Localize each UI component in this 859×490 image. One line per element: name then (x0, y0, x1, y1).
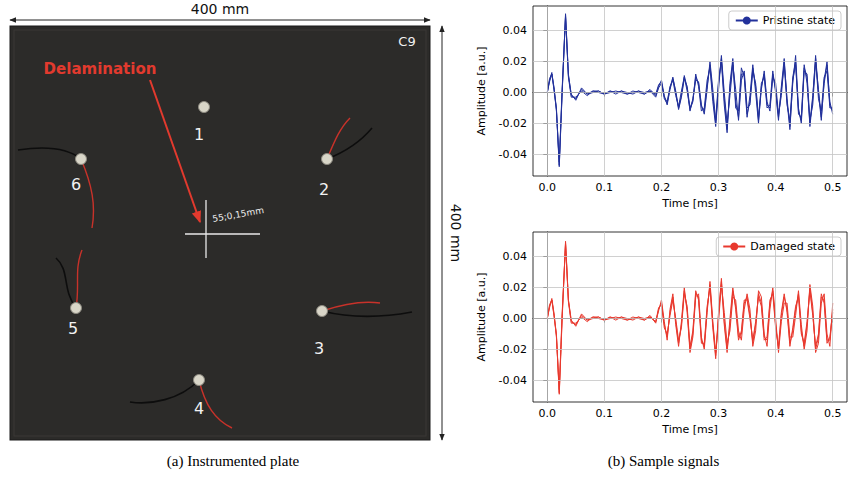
svg-text:4: 4 (194, 399, 204, 418)
svg-text:1: 1 (194, 125, 204, 144)
svg-text:Time [ms]: Time [ms] (661, 423, 717, 436)
svg-text:-0.04: -0.04 (499, 148, 527, 161)
svg-text:0.00: 0.00 (503, 312, 528, 325)
svg-text:0.00: 0.00 (503, 86, 528, 99)
svg-text:Amplitude [a.u.]: Amplitude [a.u.] (475, 46, 488, 135)
svg-text:0.1: 0.1 (596, 181, 614, 194)
svg-text:Damaged state: Damaged state (750, 240, 835, 253)
svg-text:-0.02: -0.02 (499, 117, 527, 130)
svg-text:400 mm: 400 mm (448, 204, 464, 262)
svg-text:C9: C9 (398, 34, 415, 49)
svg-text:0.02: 0.02 (503, 55, 528, 68)
svg-text:55;0,15mm: 55;0,15mm (212, 205, 265, 224)
svg-text:3: 3 (314, 339, 324, 358)
svg-text:Amplitude [a.u.]: Amplitude [a.u.] (475, 272, 488, 361)
svg-text:-0.02: -0.02 (499, 343, 527, 356)
svg-text:6: 6 (71, 175, 81, 194)
html-text:(b) Sample signals: (b) Sample signals (607, 453, 720, 469)
svg-text:0.5: 0.5 (824, 181, 842, 194)
svg-text:0.2: 0.2 (653, 181, 671, 194)
svg-text:0.1: 0.1 (596, 407, 614, 420)
svg-text:0.5: 0.5 (824, 407, 842, 420)
svg-text:0.04: 0.04 (503, 24, 528, 37)
svg-text:0.3: 0.3 (710, 407, 728, 420)
svg-text:0.0: 0.0 (539, 407, 557, 420)
svg-text:0.3: 0.3 (710, 181, 728, 194)
svg-text:0.4: 0.4 (767, 181, 785, 194)
svg-text:0.02: 0.02 (503, 281, 528, 294)
svg-text:2: 2 (319, 180, 329, 199)
svg-text:0.2: 0.2 (653, 407, 671, 420)
svg-text:0.0: 0.0 (539, 181, 557, 194)
svg-text:400 mm: 400 mm (191, 1, 249, 17)
svg-text:5: 5 (68, 319, 78, 338)
svg-text:Pristine state: Pristine state (763, 14, 835, 27)
svg-text:Delamination: Delamination (44, 60, 157, 78)
svg-text:0.4: 0.4 (767, 407, 785, 420)
svg-text:0.04: 0.04 (503, 250, 528, 263)
svg-text:-0.04: -0.04 (499, 374, 527, 387)
html-text:(a) Instrumented plate: (a) Instrumented plate (166, 453, 300, 469)
svg-text:Time [ms]: Time [ms] (661, 197, 717, 210)
